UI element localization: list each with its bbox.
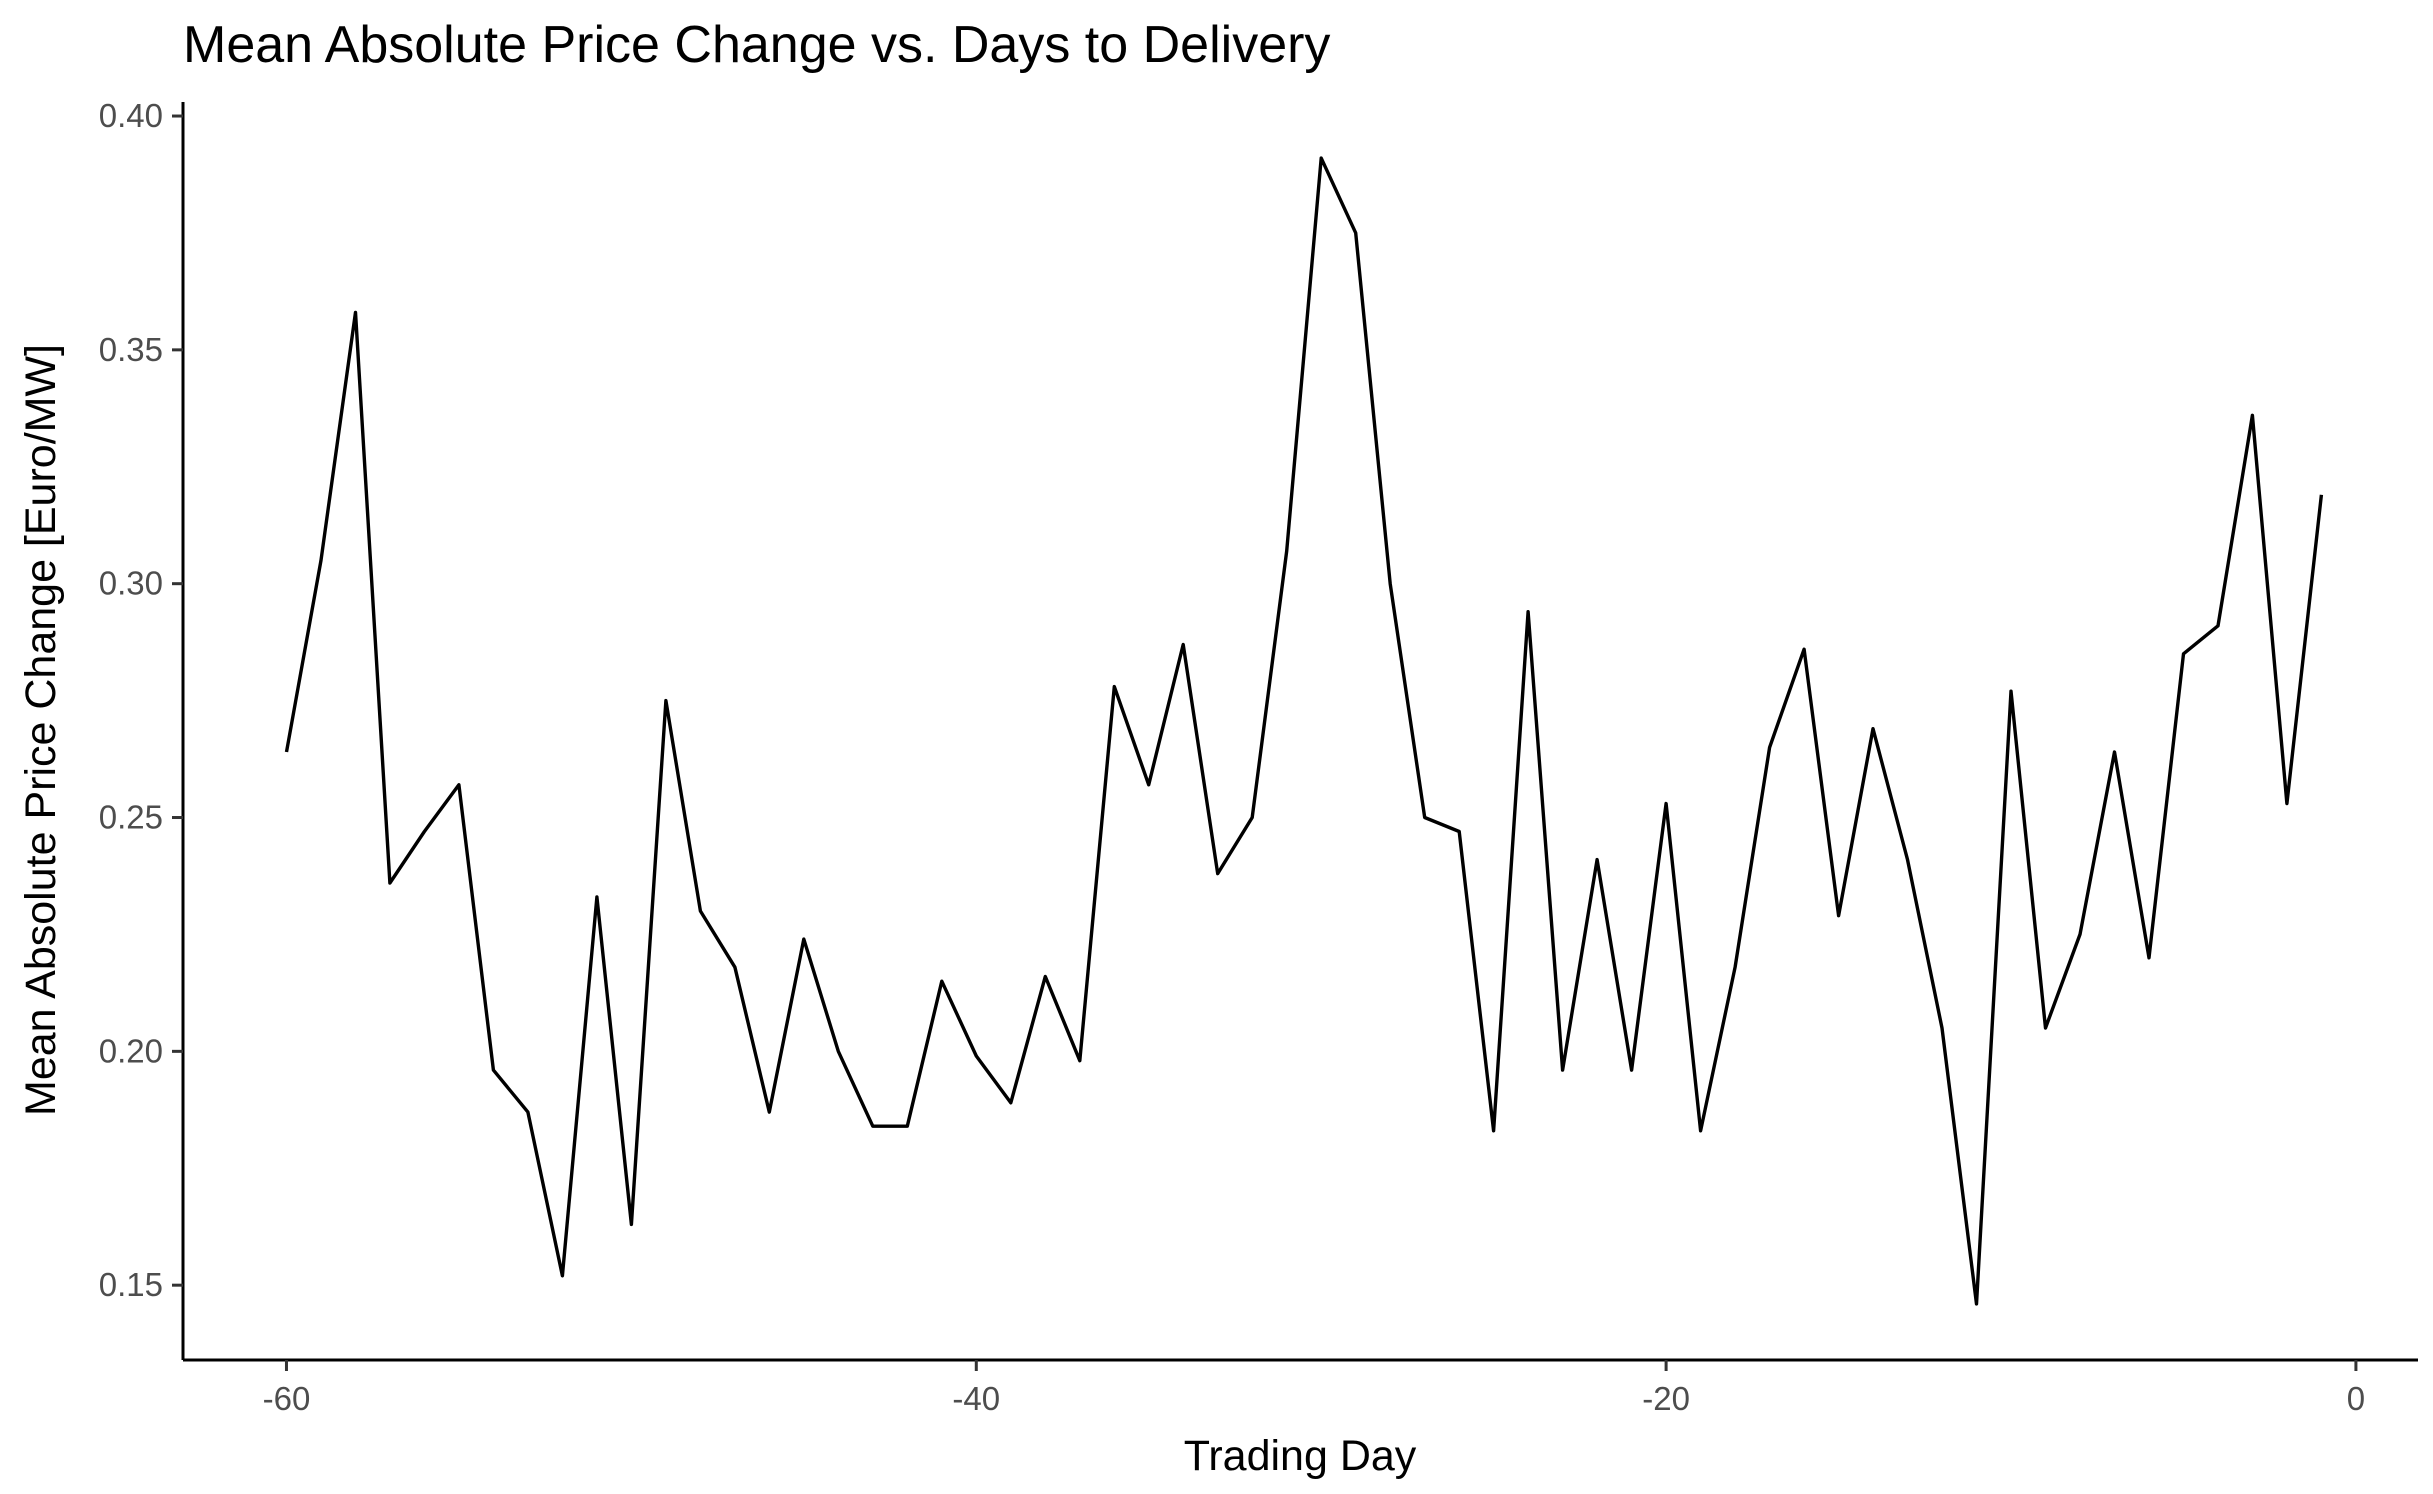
x-tick-label: -20 xyxy=(1642,1380,1690,1417)
y-tick-label: 0.25 xyxy=(99,799,163,836)
series-line xyxy=(284,156,2324,1306)
x-axis-title: Trading Day xyxy=(1184,1432,1417,1480)
y-tick-label: 0.30 xyxy=(99,565,163,602)
y-tick-label: 0.20 xyxy=(99,1032,163,1069)
x-tick-label: -60 xyxy=(263,1380,311,1417)
y-tick-label: 0.40 xyxy=(99,97,163,134)
series-group xyxy=(284,156,2324,1306)
x-axis: -60 -40 -20 0 xyxy=(183,1358,2418,1417)
y-tick-label: 0.15 xyxy=(99,1266,163,1303)
x-tick-label: 0 xyxy=(2347,1380,2365,1417)
y-axis: 0.15 0.20 0.25 0.30 0.35 0.40 xyxy=(99,97,185,1360)
x-tick-label: -40 xyxy=(952,1380,1000,1417)
chart-title: Mean Absolute Price Change vs. Days to D… xyxy=(183,16,1330,74)
y-tick-label: 0.35 xyxy=(99,331,163,368)
y-axis-title: Mean Absolute Price Change [Euro/MW] xyxy=(17,344,65,1116)
